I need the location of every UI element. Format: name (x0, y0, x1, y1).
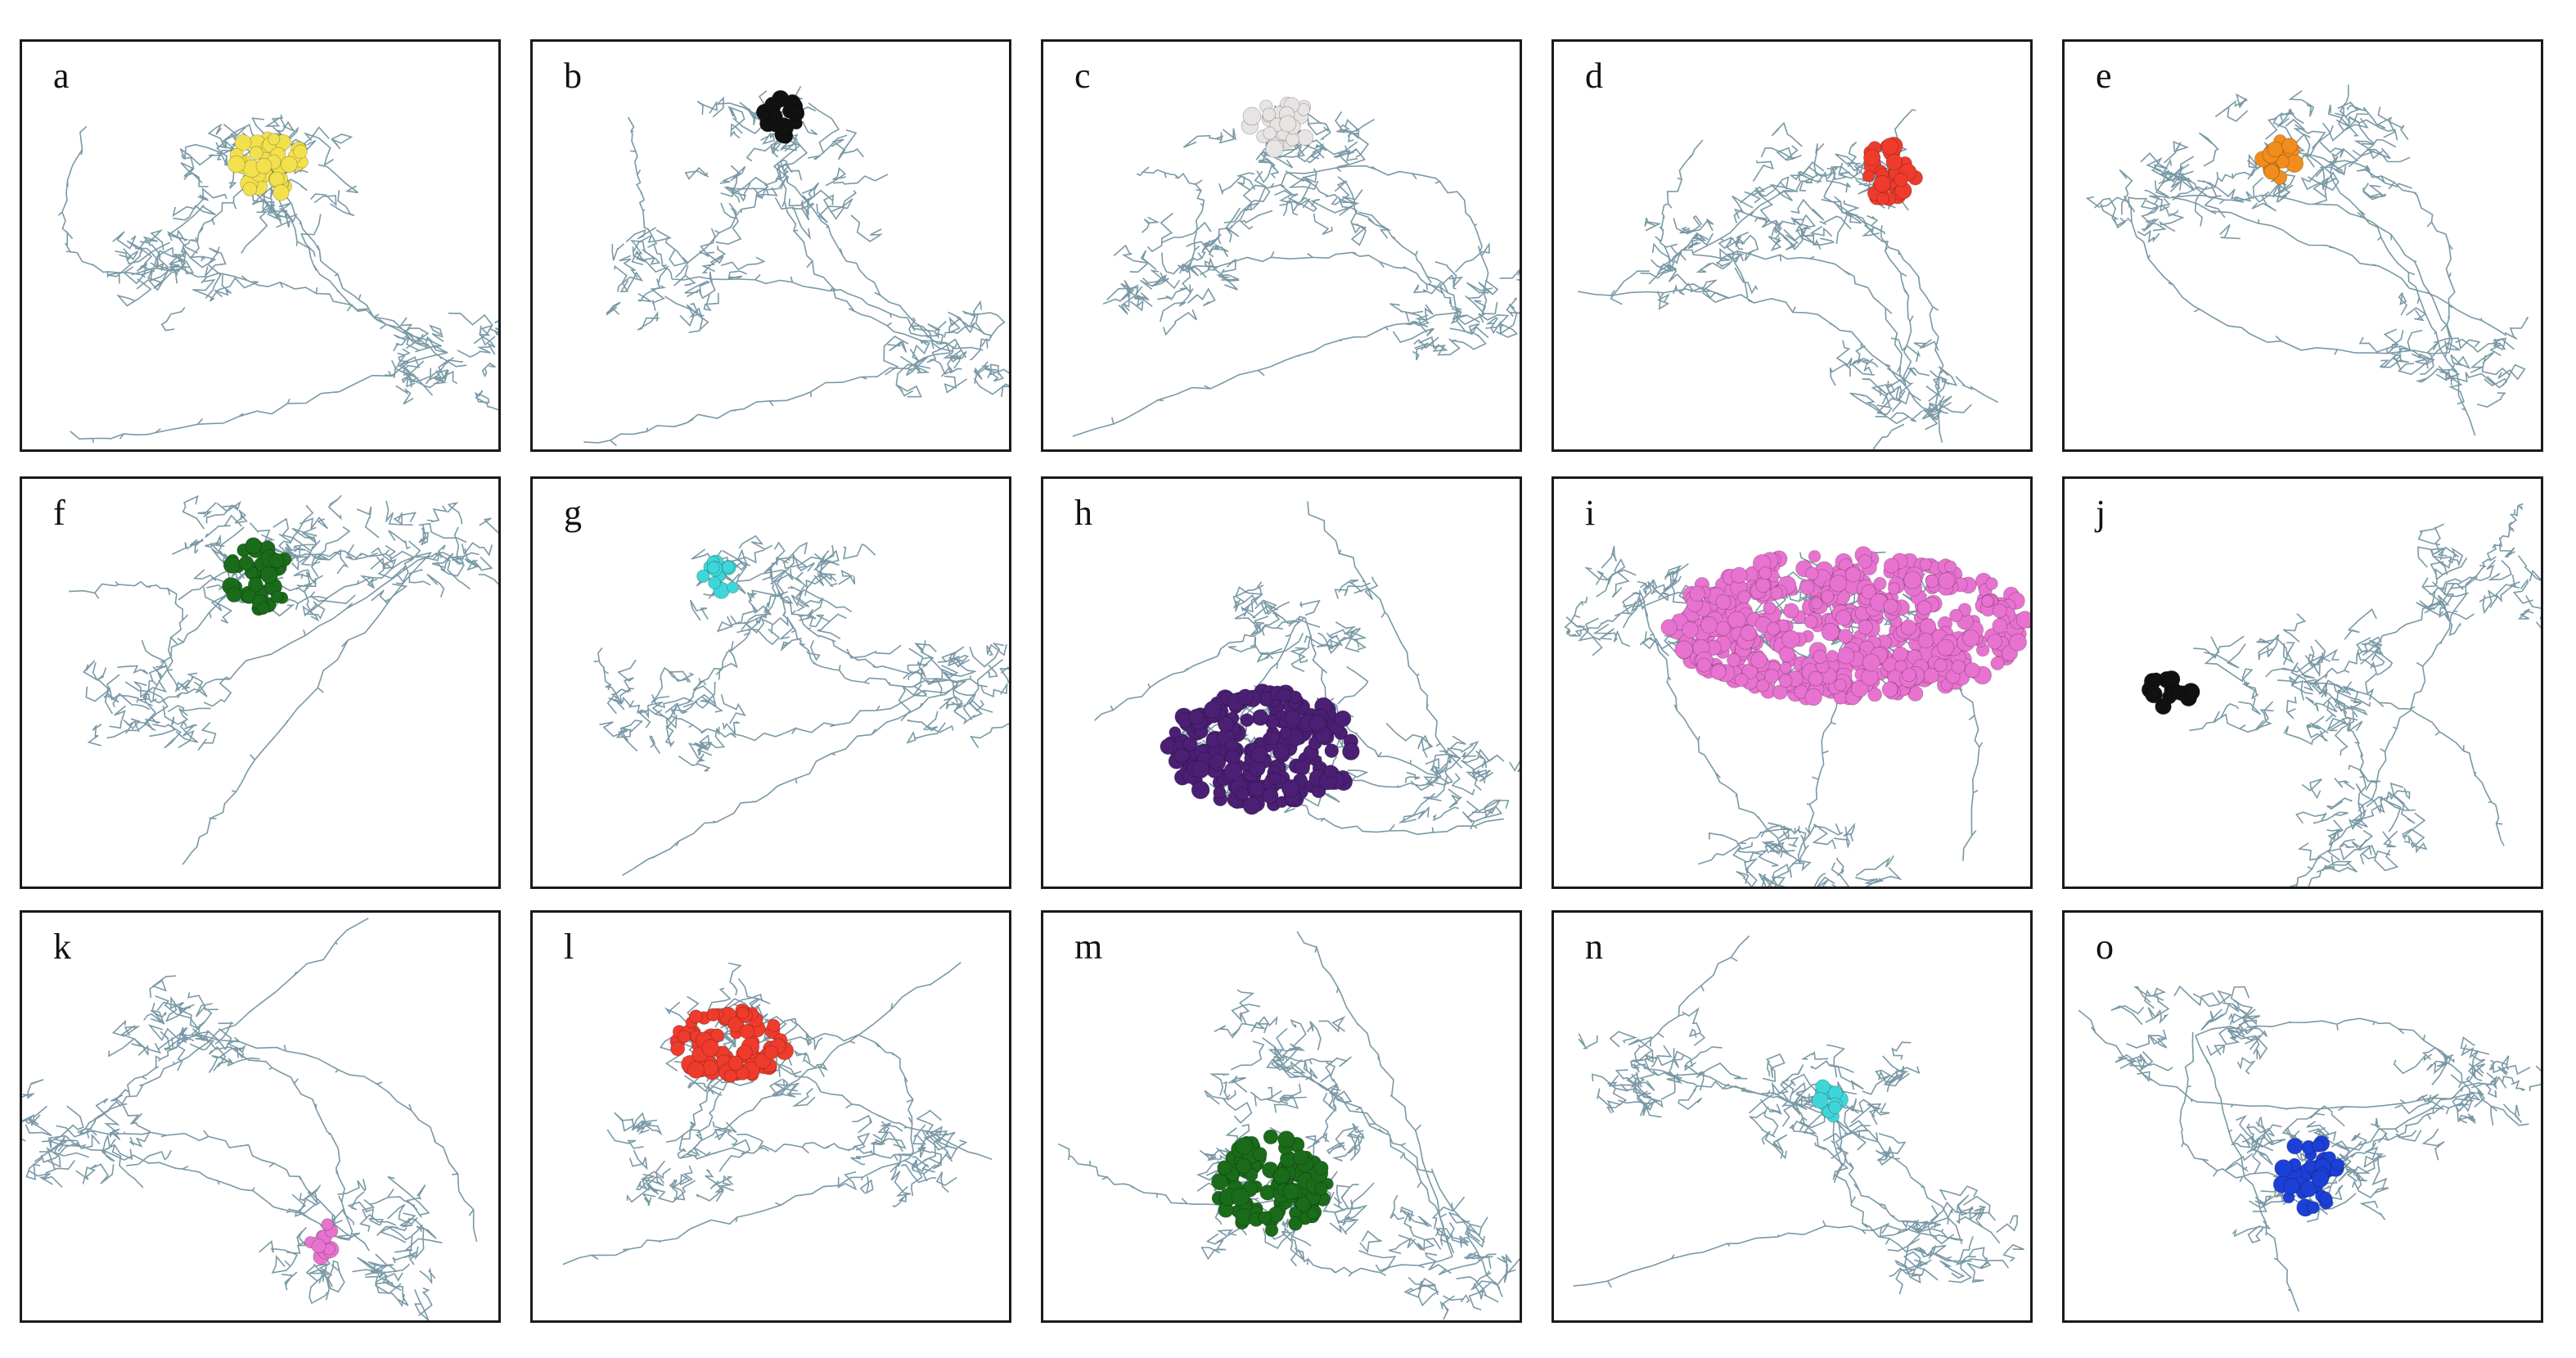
panel-h: h (1041, 476, 1522, 889)
backbone-chains (593, 535, 1009, 877)
panel-j: j (2062, 476, 2543, 889)
protein-structure-o (2078, 985, 2541, 1312)
backbone-chains (1057, 931, 1520, 1320)
panel-label-d: d (1585, 56, 1603, 96)
protein-structure-d (1578, 109, 1999, 449)
protein-structure-m (1057, 931, 1520, 1320)
panel-label-k: k (53, 927, 71, 967)
panel-label-b: b (564, 56, 582, 96)
ligand-a (227, 131, 308, 201)
panel-label-f: f (53, 493, 65, 533)
backbone-chains (2078, 985, 2541, 1312)
ligand-f (222, 537, 292, 616)
protein-structure-i (1564, 545, 2030, 887)
panel-label-h: h (1074, 493, 1092, 533)
ligand-j (2141, 670, 2200, 715)
ligand-c (1241, 97, 1314, 158)
backbone-chains (69, 494, 498, 865)
panel-m: m (1041, 910, 1522, 1323)
panel-f: f (20, 476, 501, 889)
panel-k: k (20, 910, 501, 1323)
ligand-b (755, 89, 805, 144)
ligand-m (1211, 1129, 1334, 1238)
panel-label-a: a (53, 56, 70, 96)
ligand-g (696, 554, 740, 599)
panel-label-j: j (2096, 493, 2106, 533)
panel-i: i (1551, 476, 2033, 889)
backbone-chains (2085, 84, 2529, 436)
protein-structure-k (22, 918, 478, 1320)
protein-structure-j (2141, 503, 2541, 887)
ligand-e (2254, 134, 2304, 185)
panel-b: b (530, 39, 1011, 452)
ligand-h (1160, 683, 1360, 815)
protein-structure-l (562, 961, 993, 1266)
panel-d: d (1551, 39, 2033, 452)
panel-n: n (1551, 910, 2033, 1323)
backbone-chains (1578, 109, 1999, 449)
protein-structure-h (1094, 501, 1520, 836)
backbone-chains (1072, 104, 1520, 437)
ligand-n (1812, 1079, 1849, 1123)
ligand-d (1862, 136, 1923, 206)
ligand-k (304, 1218, 340, 1266)
backbone-chains (583, 85, 1009, 447)
backbone-chains (2189, 503, 2541, 887)
ligand-o (2272, 1135, 2345, 1217)
backbone-chains (1573, 935, 2024, 1295)
panel-e: e (2062, 39, 2543, 452)
panel-label-e: e (2096, 56, 2112, 96)
protein-structure-c (1072, 97, 1520, 437)
panel-g: g (530, 476, 1011, 889)
panel-label-l: l (564, 927, 574, 967)
panel-a: a (20, 39, 501, 452)
protein-structure-b (583, 85, 1009, 447)
panel-label-n: n (1585, 927, 1603, 967)
panel-label-c: c (1074, 56, 1091, 96)
panel-l: l (530, 910, 1011, 1323)
protein-structure-e (2085, 84, 2529, 436)
panel-label-g: g (564, 493, 582, 533)
panel-c: c (1041, 39, 1522, 452)
panel-label-m: m (1074, 927, 1103, 967)
backbone-chains (22, 918, 478, 1320)
panel-o: o (2062, 910, 2543, 1323)
protein-structure-a (57, 114, 498, 443)
backbone-chains (562, 961, 993, 1266)
panel-label-o: o (2096, 927, 2114, 967)
ligand-l (669, 1003, 795, 1083)
protein-structure-n (1573, 935, 2024, 1295)
backbone-chains (57, 114, 498, 443)
protein-structure-g (593, 535, 1009, 877)
panel-label-i: i (1585, 493, 1596, 533)
ligand-i (1660, 546, 2030, 706)
protein-structure-f (69, 494, 498, 865)
